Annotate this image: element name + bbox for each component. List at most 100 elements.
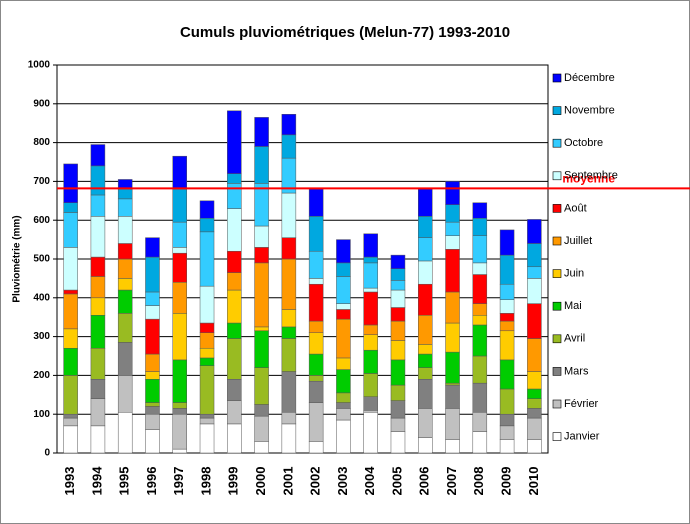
bar-segment bbox=[63, 413, 78, 419]
bar-segment bbox=[390, 431, 406, 454]
legend-label: Mai bbox=[564, 300, 582, 312]
bar-segment bbox=[281, 338, 297, 372]
bar-segment bbox=[227, 183, 242, 209]
bar-segment bbox=[336, 369, 351, 394]
bar-segment bbox=[227, 272, 242, 291]
bar-segment bbox=[472, 218, 488, 236]
y-tick-label: 400 bbox=[33, 292, 50, 303]
bar-segment bbox=[281, 192, 297, 238]
bar-segment bbox=[445, 291, 460, 324]
y-tick-label: 600 bbox=[33, 215, 50, 226]
bar-segment bbox=[63, 289, 78, 295]
bar-segment bbox=[472, 274, 488, 304]
bar-segment bbox=[390, 359, 406, 386]
x-tick-label: 1998 bbox=[198, 467, 213, 496]
bar-segment bbox=[472, 262, 488, 275]
bar-segment bbox=[90, 276, 106, 299]
bar-segment bbox=[90, 379, 106, 399]
bar-segment bbox=[308, 320, 324, 333]
bar-segment bbox=[254, 117, 269, 147]
y-tick-label: 900 bbox=[33, 98, 50, 109]
bar-segment bbox=[336, 309, 351, 320]
bar-segment bbox=[90, 297, 106, 316]
x-tick-label: 1999 bbox=[226, 467, 241, 496]
bar-segment bbox=[145, 402, 160, 407]
bar-segment bbox=[145, 371, 160, 380]
bar-segment bbox=[199, 413, 215, 419]
bar-segment bbox=[199, 218, 215, 233]
bar-segment bbox=[90, 347, 106, 380]
legend-swatch bbox=[552, 334, 562, 344]
bar-segment bbox=[363, 291, 378, 326]
bar-segment bbox=[527, 278, 542, 304]
bar-segment bbox=[254, 262, 269, 328]
bar-segment bbox=[472, 431, 488, 454]
bar-segment bbox=[254, 330, 269, 368]
bar-segment bbox=[390, 254, 406, 269]
bar-segment bbox=[527, 219, 542, 244]
bar-segment bbox=[254, 225, 269, 248]
legend-label: Octobre bbox=[564, 137, 603, 149]
bar-segment bbox=[363, 262, 378, 289]
bar-segment bbox=[145, 353, 160, 372]
bar-segment bbox=[499, 254, 515, 285]
bar-segment bbox=[227, 173, 242, 184]
bar-segment bbox=[90, 165, 106, 196]
bar-segment bbox=[199, 285, 215, 324]
legend-swatch bbox=[552, 138, 562, 148]
bar-segment bbox=[445, 249, 460, 293]
bar-segment bbox=[527, 417, 542, 440]
x-tick-label: 2009 bbox=[499, 467, 514, 496]
bar-segment bbox=[145, 406, 160, 415]
bar-segment bbox=[363, 373, 378, 397]
bar-segment bbox=[90, 144, 106, 167]
x-tick-label: 1997 bbox=[171, 467, 186, 496]
bar-segment bbox=[63, 293, 78, 330]
legend-label: Janvier bbox=[564, 431, 600, 443]
y-tick-label: 0 bbox=[44, 448, 50, 459]
bar-segment bbox=[418, 344, 433, 355]
bar-segment bbox=[499, 425, 515, 440]
bar-segment bbox=[281, 134, 297, 159]
bar-segment bbox=[281, 258, 297, 310]
bar-segment bbox=[254, 404, 269, 417]
bar-segment bbox=[336, 318, 351, 359]
bar-segment bbox=[418, 315, 433, 345]
bar-segment bbox=[336, 402, 351, 409]
bar-segment bbox=[308, 278, 324, 285]
bar-segment bbox=[145, 256, 160, 293]
bar-segment bbox=[527, 243, 542, 268]
bar-segment bbox=[172, 402, 187, 409]
bar-segment bbox=[90, 315, 106, 349]
bar-segment bbox=[390, 289, 406, 308]
bar-segment bbox=[472, 412, 488, 432]
bar-segment bbox=[63, 417, 78, 427]
bar-segment bbox=[472, 355, 488, 384]
bar-segment bbox=[172, 188, 187, 223]
legend-swatch bbox=[552, 399, 562, 409]
bar-segment bbox=[527, 338, 542, 372]
bar-segment bbox=[117, 375, 133, 413]
bar-segment bbox=[472, 324, 488, 357]
bar-segment bbox=[199, 357, 215, 366]
legend-swatch bbox=[552, 432, 562, 441]
bar-segment bbox=[117, 342, 133, 376]
bar-segment bbox=[336, 276, 351, 304]
bar-segment bbox=[199, 423, 215, 454]
bar-segment bbox=[281, 114, 297, 136]
bar-segment bbox=[117, 216, 133, 244]
bar-segment bbox=[254, 441, 269, 454]
bar-segment bbox=[390, 340, 406, 361]
bar-segment bbox=[336, 239, 351, 264]
x-tick-label: 1993 bbox=[62, 467, 77, 496]
bar-segment bbox=[527, 303, 542, 339]
bar-segment bbox=[145, 429, 160, 454]
x-tick-label: 2001 bbox=[280, 467, 295, 496]
bar-segment bbox=[390, 400, 406, 419]
bar-segment bbox=[445, 181, 460, 205]
bar-segment bbox=[117, 243, 133, 260]
bar-segment bbox=[308, 188, 324, 217]
bar-segment bbox=[363, 256, 378, 264]
bar-segment bbox=[117, 412, 133, 454]
